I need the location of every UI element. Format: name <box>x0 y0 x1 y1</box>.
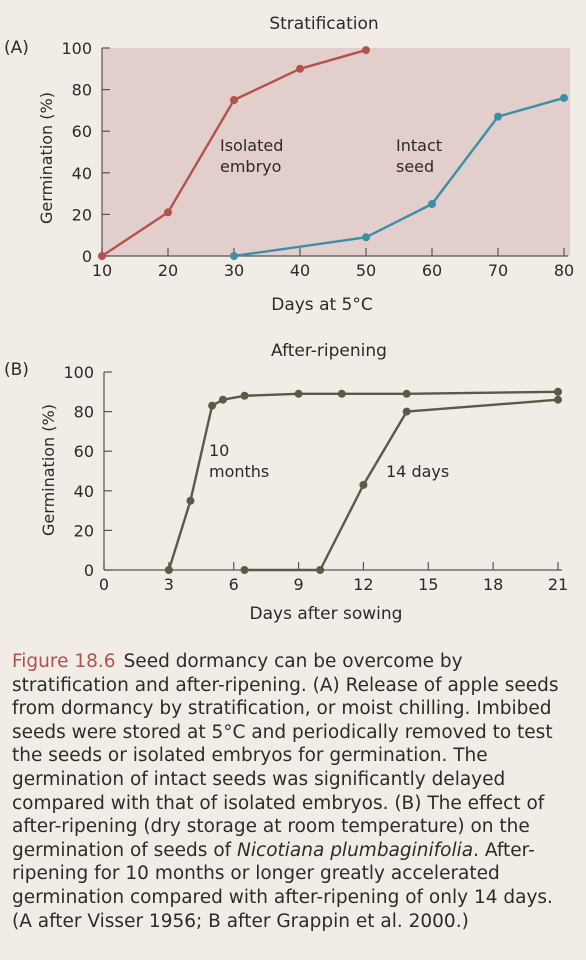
chart-a-y-tick-label: 60 <box>72 122 92 141</box>
chart-a-series-label-intact-seed: Intact seed <box>396 136 447 176</box>
chart-a-x-tick-label: 30 <box>224 261 244 280</box>
chart-b-data-point-14-days <box>316 566 325 574</box>
chart-a: (A) Stratification Days at 5°C Germinati… <box>4 14 574 315</box>
chart-a-series-label-line: seed <box>396 157 434 176</box>
chart-b-title: After-ripening <box>271 341 387 361</box>
chart-a-x-tick-label: 20 <box>158 261 178 280</box>
chart-a-data-point-intact-seed <box>362 233 370 242</box>
chart-a-y-tick-label: 0 <box>82 247 92 266</box>
chart-a-y-tick-label: 100 <box>61 39 92 58</box>
chart-a-data-point-intact-seed <box>494 112 502 121</box>
chart-b-data-point-10-months <box>240 391 249 400</box>
chart-b-y-tick-label: 20 <box>74 521 94 540</box>
chart-a-series-label-line: Intact <box>396 136 442 155</box>
chart-b-xlabel: Days after sowing <box>250 604 403 624</box>
chart-b-y-tick-label: 0 <box>84 561 94 580</box>
chart-a-ylabel: Germination (%) <box>37 92 56 224</box>
chart-a-title: Stratification <box>269 14 378 34</box>
chart-b-data-point-10-months <box>208 401 217 410</box>
chart-a-x-tick-label: 50 <box>356 261 376 280</box>
chart-b-series-label-line: 10 <box>209 441 229 460</box>
chart-b-data-point-14-days <box>240 566 249 574</box>
chart-b-ylabel: Germination (%) <box>39 404 58 536</box>
chart-b: (B) After-ripening Days after sowing Ger… <box>4 341 568 624</box>
chart-a-series <box>98 46 568 260</box>
chart-b-x-tick-label: 21 <box>548 575 568 594</box>
chart-b-x-tick-label: 12 <box>353 575 373 594</box>
chart-b-data-point-10-months <box>402 389 411 398</box>
chart-b-panel-label: (B) <box>4 360 29 380</box>
chart-b-series <box>164 387 562 574</box>
chart-a-y-tick-label: 80 <box>72 81 92 100</box>
chart-b-data-point-10-months <box>164 566 173 574</box>
chart-b-x-tick-label: 0 <box>99 575 109 594</box>
figure-number: Figure 18.6 <box>12 651 116 672</box>
chart-a-x-tick-label: 60 <box>422 261 442 280</box>
chart-b-data-point-10-months <box>337 389 346 398</box>
chart-b-x-tick-label: 15 <box>418 575 438 594</box>
chart-b-series-label-14-days: 14 days <box>386 462 449 481</box>
chart-b-x-tick-label: 18 <box>483 575 503 594</box>
chart-b-x-tick-label: 9 <box>293 575 303 594</box>
chart-a-x-tick-label: 10 <box>92 261 112 280</box>
chart-b-ticks: 0 20 40 60 80 100 0 3 6 9 12 15 18 21 <box>63 363 568 594</box>
chart-b-x-tick-label: 6 <box>229 575 239 594</box>
chart-a-data-point-intact-seed <box>428 200 436 208</box>
chart-b-data-point-14-days <box>402 407 411 416</box>
chart-a-data-point-isolated-embryo <box>362 46 370 55</box>
chart-a-xlabel: Days at 5°C <box>271 295 373 315</box>
chart-b-data-point-14-days <box>554 395 562 404</box>
chart-b-data-point-14-days <box>359 480 368 489</box>
chart-a-data-point-isolated-embryo <box>296 64 304 73</box>
chart-a-data-point-isolated-embryo <box>98 252 106 260</box>
chart-a-axes <box>101 48 568 257</box>
chart-a-ticks: 0 20 40 60 80 100 10 20 30 40 50 60 70 80 <box>61 39 574 280</box>
chart-b-y-tick-label: 40 <box>74 482 94 501</box>
chart-b-data-point-10-months <box>294 389 303 398</box>
chart-a-plot-area <box>102 48 570 256</box>
chart-b-y-tick-label: 60 <box>74 442 94 461</box>
chart-a-data-point-intact-seed <box>230 252 238 260</box>
chart-b-series-label-10-months: 10 months <box>209 441 269 481</box>
chart-a-series-label-isolated-embryo: Isolated embryo <box>220 136 288 176</box>
caption-text-end: . After-ripening for 10 months or longer… <box>12 839 553 932</box>
chart-a-x-tick-label: 70 <box>488 261 508 280</box>
chart-a-x-tick-label: 80 <box>554 261 574 280</box>
chart-a-data-point-isolated-embryo <box>230 96 238 104</box>
chart-b-x-tick-label: 3 <box>164 575 174 594</box>
chart-b-data-point-10-months <box>218 395 227 404</box>
chart-b-y-tick-label: 80 <box>74 403 94 422</box>
chart-a-data-point-intact-seed <box>560 93 568 102</box>
caption-species-name: Nicotiana plumbaginifolia <box>237 839 474 861</box>
chart-b-series-label-line: 14 days <box>386 462 449 481</box>
chart-a-x-tick-label: 40 <box>290 261 310 280</box>
chart-b-series-line-14-days <box>244 398 559 572</box>
chart-a-y-tick-label: 40 <box>72 164 92 183</box>
caption-text: Seed dormancy can be overcome by stratif… <box>12 651 559 861</box>
chart-a-y-tick-label: 20 <box>72 205 92 224</box>
chart-a-data-point-isolated-embryo <box>164 208 172 217</box>
figure-caption: Figure 18.6 Seed dormancy can be overcome… <box>12 650 574 933</box>
chart-b-data-point-10-months <box>554 387 562 396</box>
chart-b-axes <box>103 372 562 571</box>
chart-a-series-label-line: embryo <box>220 157 281 176</box>
chart-a-series-label-line: Isolated <box>220 136 283 155</box>
chart-b-data-point-10-months <box>186 496 195 505</box>
chart-a-panel-label: (A) <box>4 38 29 58</box>
chart-b-series-label-line: months <box>209 462 269 481</box>
chart-b-y-tick-label: 100 <box>63 363 94 382</box>
